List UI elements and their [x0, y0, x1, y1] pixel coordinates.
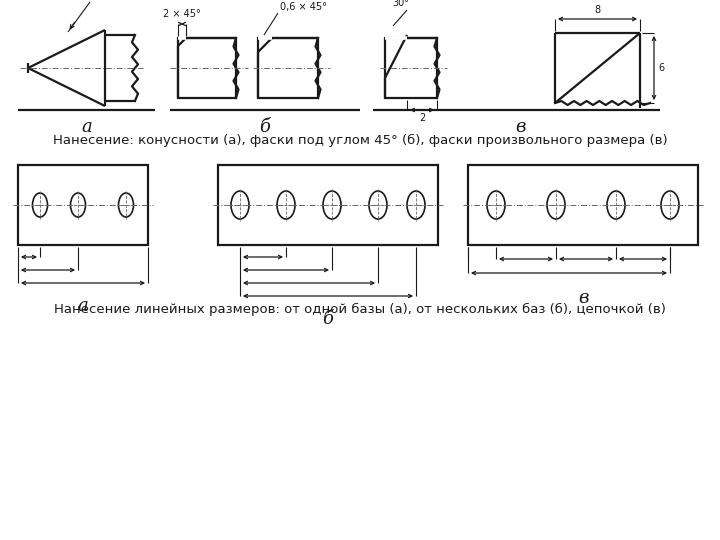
- Bar: [18, 165, 148, 245]
- Text: Нанесение: конусности (а), фаски под углом 45° (б), фаски произвольного размера : Нанесение: конусности (а), фаски под угл…: [53, 134, 667, 147]
- Text: а: а: [81, 118, 92, 136]
- Text: в: в: [515, 118, 526, 136]
- Text: 30°: 30°: [392, 0, 409, 8]
- Text: 2: 2: [419, 113, 425, 123]
- Text: $\triangleleft$ 1:5: $\triangleleft$ 1:5: [92, 0, 122, 1]
- Text: б: б: [323, 310, 333, 328]
- Text: в: в: [577, 289, 588, 307]
- Bar: [468, 165, 698, 245]
- Text: б: б: [259, 118, 271, 136]
- Text: а: а: [78, 297, 89, 315]
- Bar: [218, 165, 438, 245]
- Text: Нанесение линейных размеров: от одной базы (а), от нескольких баз (б), цепочкой : Нанесение линейных размеров: от одной ба…: [54, 303, 666, 316]
- Text: 0,6 × 45°: 0,6 × 45°: [280, 2, 327, 12]
- Text: 8: 8: [594, 5, 600, 15]
- Bar: [258, 38, 318, 98]
- Text: 6: 6: [658, 63, 664, 73]
- Bar: [385, 38, 437, 98]
- Text: 2 × 45°: 2 × 45°: [163, 9, 201, 19]
- Bar: [178, 38, 236, 98]
